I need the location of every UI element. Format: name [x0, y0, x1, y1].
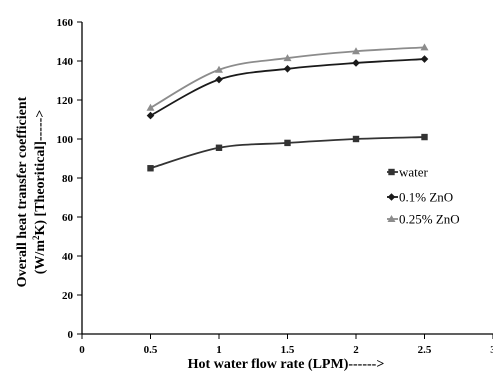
y-axis-ticks: 0 20 40 60 80 100 120 140 160: [57, 17, 82, 341]
legend-marker: [387, 215, 396, 222]
legend-label: water: [399, 165, 429, 180]
series-layer: [146, 43, 429, 172]
x-tick-label: 1.5: [281, 344, 295, 356]
y-axis-title: Overall heat transfer coefficient (W/m2K…: [15, 96, 48, 287]
data-point: [352, 59, 360, 67]
y-axis-title-line2: (W/m2K) [Theoritical]----->: [31, 110, 48, 275]
data-point: [420, 55, 429, 63]
x-tick-label: 3: [490, 344, 493, 356]
legend-label: 0.25% ZnO: [399, 212, 460, 227]
data-point: [215, 144, 223, 151]
data-point: [352, 47, 360, 55]
data-point: [146, 111, 155, 120]
y-tick-label: 140: [57, 56, 74, 68]
legend-marker: [388, 168, 395, 176]
data-point: [421, 133, 428, 141]
x-tick-label: 1: [216, 344, 222, 356]
legend: water 0.1% ZnO 0.25% ZnO: [387, 165, 460, 227]
x-axis-ticks: 0 0.5 1 1.5 2 2.5 3: [79, 334, 493, 356]
y-tick-label: 60: [62, 212, 74, 224]
legend-label: 0.1% ZnO: [399, 190, 453, 205]
legend-item: water: [387, 165, 429, 180]
series-square: [147, 133, 428, 172]
y-tick-label: 160: [57, 17, 74, 29]
x-tick-label: 0: [79, 344, 85, 356]
series-triangle: [146, 43, 429, 111]
y-tick-label: 80: [62, 173, 74, 185]
x-tick-label: 2: [353, 344, 359, 356]
legend-marker: [387, 193, 396, 201]
legend-item: 0.25% ZnO: [387, 212, 460, 227]
x-tick-label: 2.5: [418, 344, 432, 356]
x-tick-label: 0.5: [144, 344, 158, 356]
data-point: [284, 139, 291, 147]
y-axis-title-line1: Overall heat transfer coefficient: [15, 96, 30, 287]
data-point: [215, 65, 223, 73]
data-point: [420, 43, 429, 51]
y-tick-label: 0: [68, 329, 74, 341]
y-tick-label: 120: [57, 95, 74, 107]
x-axis-title: Hot water flow rate (LPM)------>: [188, 357, 385, 372]
y-tick-label: 40: [62, 251, 74, 263]
data-point: [146, 103, 155, 111]
data-point: [352, 135, 360, 143]
series-diamond: [146, 55, 429, 120]
data-point: [283, 65, 292, 73]
data-point: [215, 75, 223, 84]
y-tick-label: 100: [57, 134, 74, 146]
y-tick-label: 20: [62, 290, 74, 302]
data-point: [147, 165, 154, 172]
legend-item: 0.1% ZnO: [387, 190, 453, 205]
data-point: [283, 54, 292, 62]
